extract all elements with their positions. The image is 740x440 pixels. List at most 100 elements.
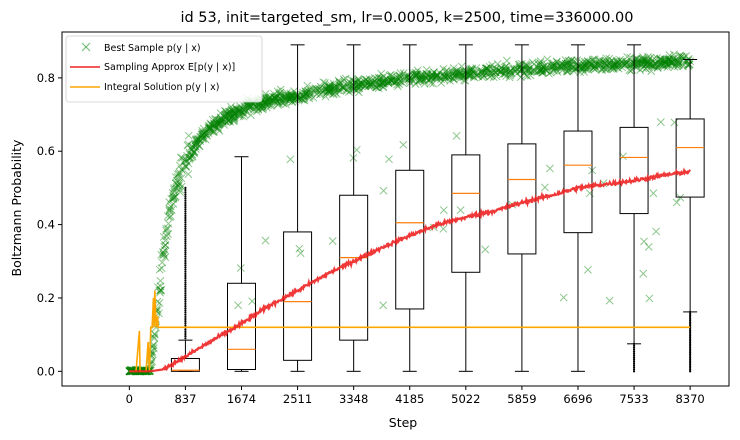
best-sample-point [421,73,430,82]
best-sample-point [470,73,479,82]
best-sample-point [215,119,224,128]
best-sample-point [555,62,564,71]
outlier-point [184,197,187,200]
best-sample-point [449,75,458,84]
best-sample-point [312,90,321,98]
best-sample-point [388,77,396,86]
best-sample-point [238,104,247,113]
best-sample-point [208,127,217,136]
best-sample-point [245,103,254,112]
x-axis-label: Step [389,415,418,430]
best-sample-point [596,61,605,70]
best-sample-point [482,64,491,73]
best-sample-point [286,93,295,102]
best-sample-point [433,72,442,80]
best-sample-point [419,77,428,86]
best-sample-point [171,173,180,182]
best-sample-point [637,59,646,68]
best-sample-point [234,106,243,115]
best-sample-point [605,296,614,305]
outlier-point [184,296,187,299]
best-sample-point [259,102,268,111]
best-sample-point [174,173,182,182]
best-sample-point [205,124,213,133]
best-sample-point [159,250,168,259]
best-sample-point [289,91,298,100]
best-sample-point [273,97,282,106]
plot-frame [61,31,730,387]
best-sample-point [393,73,402,82]
best-sample-point [184,140,193,149]
best-sample-point [389,75,397,84]
best-sample-point [149,340,158,349]
best-sample-point [591,61,599,70]
best-sample-point [275,93,284,102]
best-sample-point [656,55,665,64]
best-sample-point [222,118,231,127]
best-sample-point [324,87,333,96]
best-sample-point [466,65,475,73]
best-sample-point [234,107,243,116]
best-sample-point [354,84,363,93]
outlier-point [689,319,692,322]
best-sample-point [207,121,215,129]
best-sample-point [642,60,651,68]
best-sample-point [188,145,197,154]
best-sample-point [261,236,270,245]
best-sample-point [609,61,618,70]
best-sample-point [354,80,363,89]
best-sample-point [335,77,344,86]
best-sample-point [208,116,217,124]
outlier-point [184,277,187,280]
outlier-point [184,307,187,310]
outlier-point [689,336,692,339]
best-sample-point [361,75,370,84]
best-sample-point [303,81,312,90]
best-sample-point [395,77,404,86]
best-sample-point [664,55,673,64]
outlier-point [184,285,187,288]
best-sample-point [613,63,621,72]
legend-marker-best-sample [81,42,91,52]
best-sample-point [483,64,492,73]
best-sample-point [610,61,619,70]
best-sample-point [195,134,203,143]
best-sample-point [478,73,487,82]
best-sample-point [171,192,180,201]
best-sample-point [187,145,196,154]
best-sample-point [589,64,598,73]
best-sample-point [227,106,236,114]
best-sample-point [626,60,635,69]
best-sample-point [472,64,481,73]
best-sample-point [664,59,673,68]
best-sample-point [269,96,277,105]
best-sample-point [188,152,196,161]
best-sample-point [287,98,296,107]
best-sample-point [585,58,594,67]
best-sample-point [356,78,365,87]
best-sample-point [158,258,167,267]
best-sample-point [243,105,252,113]
best-sample-point [299,92,307,101]
best-sample-point [209,128,218,137]
best-sample-point [429,79,438,88]
best-sample-point [230,116,238,125]
best-sample-point [195,141,204,150]
best-sample-point [656,54,664,63]
best-sample-point [339,84,348,93]
best-sample-point [507,69,516,77]
best-sample-point [156,282,165,291]
best-sample-point [450,70,459,79]
best-sample-point [194,135,202,144]
best-sample-point [631,59,640,68]
best-sample-point [215,126,224,135]
best-sample-point [340,84,349,93]
best-sample-point [469,72,478,81]
boxplot [451,44,481,372]
best-sample-point [468,65,476,74]
best-sample-point [209,119,218,128]
best-sample-point [268,95,277,104]
best-sample-point [502,72,511,80]
best-sample-point [172,176,181,185]
